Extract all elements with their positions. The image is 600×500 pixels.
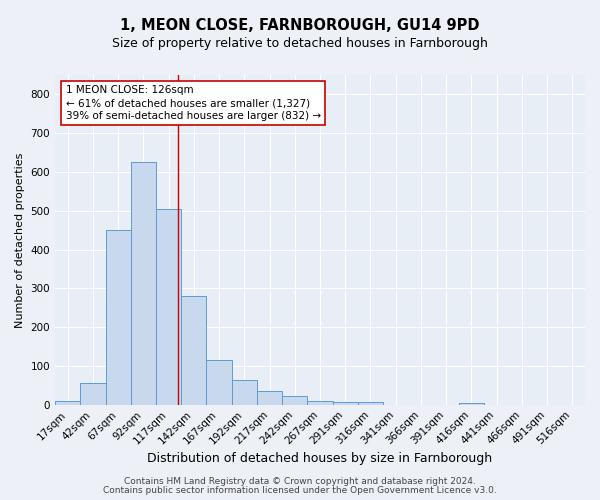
Bar [332,402,358,404]
Text: Contains public sector information licensed under the Open Government Licence v3: Contains public sector information licen… [103,486,497,495]
Bar [131,162,156,404]
Bar [181,296,206,405]
Bar [156,209,181,404]
Bar [307,401,332,404]
Bar [80,384,106,404]
Bar [206,360,232,405]
Bar [106,230,131,404]
X-axis label: Distribution of detached houses by size in Farnborough: Distribution of detached houses by size … [148,452,493,465]
Text: Contains HM Land Registry data © Crown copyright and database right 2024.: Contains HM Land Registry data © Crown c… [124,477,476,486]
Bar [257,391,282,404]
Text: 1, MEON CLOSE, FARNBOROUGH, GU14 9PD: 1, MEON CLOSE, FARNBOROUGH, GU14 9PD [120,18,480,32]
Text: Size of property relative to detached houses in Farnborough: Size of property relative to detached ho… [112,38,488,51]
Bar [459,403,484,404]
Text: 1 MEON CLOSE: 126sqm
← 61% of detached houses are smaller (1,327)
39% of semi-de: 1 MEON CLOSE: 126sqm ← 61% of detached h… [65,85,321,122]
Bar [358,402,383,404]
Bar [282,396,307,404]
Y-axis label: Number of detached properties: Number of detached properties [15,152,25,328]
Bar [55,401,80,404]
Bar [232,380,257,404]
